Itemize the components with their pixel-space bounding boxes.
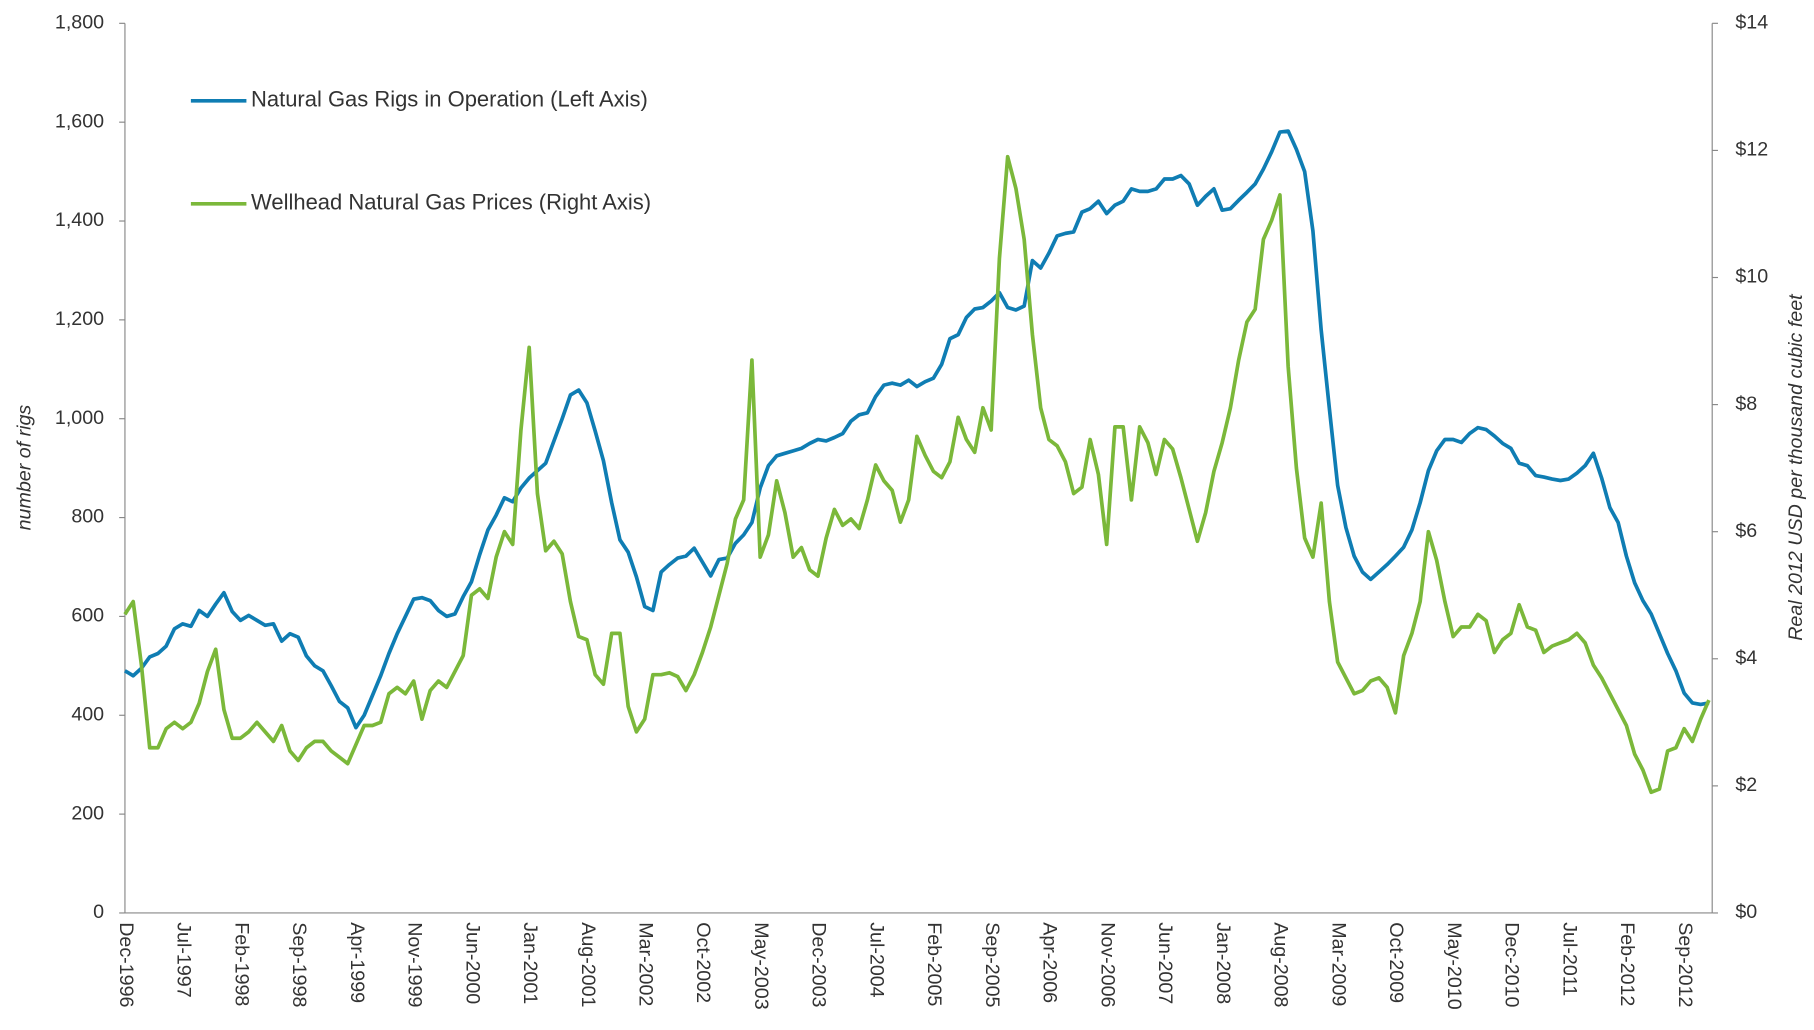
x-tick-label: Jan-2001 [519, 922, 541, 1004]
y2-tick-label: $8 [1735, 393, 1757, 415]
y-tick-label: 800 [71, 506, 104, 528]
x-tick-label: May-2003 [750, 922, 772, 1009]
x-tick-label: Nov-2006 [1096, 922, 1118, 1007]
y-tick-label: 1,000 [55, 407, 104, 429]
y-tick-label: 1,400 [55, 209, 104, 231]
y2-tick-label: $6 [1735, 520, 1757, 542]
y2-tick-label: $10 [1735, 266, 1768, 288]
y-tick-label: 0 [93, 901, 104, 923]
x-tick-label: Jul-1997 [173, 922, 195, 997]
x-tick-label: Aug-2001 [577, 922, 599, 1007]
x-tick-label: Apr-1999 [346, 922, 368, 1003]
x-tick-label: Feb-1998 [230, 922, 252, 1006]
y2-tick-label: $0 [1735, 901, 1757, 923]
y2-tick-label: $12 [1735, 139, 1768, 161]
x-tick-label: Sep-1998 [288, 922, 310, 1007]
x-tick-label: Jul-2004 [865, 922, 887, 997]
y-tick-label: 600 [71, 605, 104, 627]
y-axis-label: number of rigs [14, 405, 36, 531]
y-tick-label: 200 [71, 802, 104, 824]
x-tick-label: Mar-2009 [1327, 922, 1349, 1006]
x-tick-label: Sep-2012 [1674, 922, 1696, 1007]
x-tick-label: Jul-2011 [1558, 922, 1580, 996]
y-tick-label: 1,600 [55, 110, 104, 132]
y2-tick-label: $4 [1735, 647, 1757, 669]
x-tick-label: Dec-1996 [115, 922, 137, 1007]
y-tick-label: 1,800 [55, 12, 104, 34]
x-tick-label: Feb-2005 [923, 922, 945, 1006]
x-tick-label: Oct-2002 [692, 922, 714, 1003]
y-tick-label: 400 [71, 703, 104, 725]
y2-tick-label: $14 [1735, 12, 1768, 34]
x-tick-label: Feb-2012 [1616, 922, 1638, 1006]
legend-label: Wellhead Natural Gas Prices (Right Axis) [251, 190, 651, 215]
x-tick-label: Apr-2006 [1039, 922, 1061, 1003]
x-tick-label: Jun-2000 [461, 922, 483, 1004]
x-tick-label: Dec-2003 [808, 922, 830, 1007]
line-series [123, 129, 1710, 730]
y-tick-label: 1,200 [55, 308, 104, 330]
x-tick-label: Jan-2008 [1212, 922, 1234, 1004]
y2-axis-label: Real 2012 USD per thousand cubic feet [1785, 293, 1807, 641]
line-series [123, 154, 1711, 795]
x-tick-label: May-2010 [1443, 922, 1465, 1009]
x-tick-label: Mar-2002 [634, 922, 656, 1006]
y2-tick-label: $2 [1735, 774, 1757, 796]
x-tick-label: Jun-2007 [1154, 922, 1176, 1004]
legend-label: Natural Gas Rigs in Operation (Left Axis… [251, 87, 648, 112]
x-tick-label: Dec-2010 [1501, 922, 1523, 1007]
x-tick-label: Oct-2009 [1385, 922, 1407, 1003]
x-tick-label: Sep-2005 [981, 922, 1003, 1007]
x-tick-label: Aug-2008 [1270, 922, 1292, 1007]
x-tick-label: Nov-1999 [403, 922, 425, 1007]
